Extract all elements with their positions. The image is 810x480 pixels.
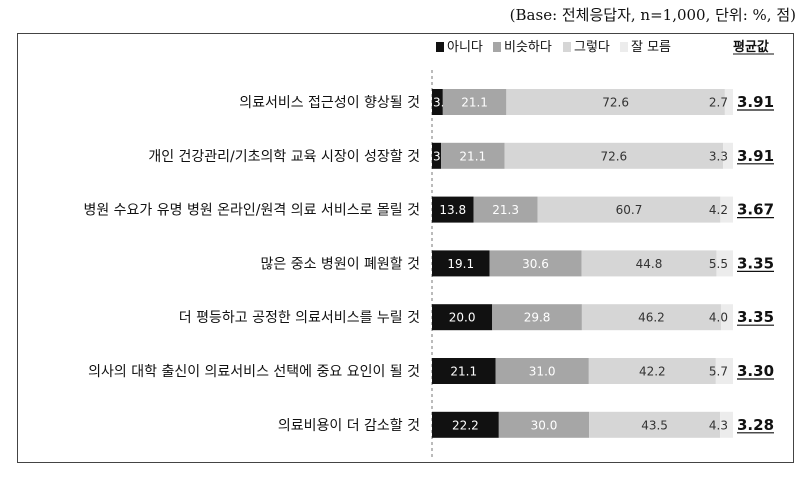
value-label: 43.5: [641, 418, 668, 432]
bar-segment: [724, 89, 733, 115]
bar-segment: [537, 196, 721, 223]
value-label: 31.0: [529, 365, 556, 379]
bar-segment: [720, 196, 733, 223]
legend-swatch: [493, 42, 501, 52]
bar-segment: [432, 142, 442, 169]
value-label: 4.3: [709, 418, 728, 432]
category-label: 의사의 대학 출신이 의료서비스 선택에 중요 요인이 될 것: [88, 364, 420, 380]
category-label: 병원 수요가 유명 병원 온라인/원격 의료 서비스로 몰릴 것: [83, 203, 420, 219]
average-value: 3.91: [737, 93, 774, 111]
average-value: 3.67: [737, 201, 774, 219]
value-label: 72.6: [602, 96, 629, 110]
bar-segment: [589, 411, 721, 438]
value-label: 19.1: [447, 257, 474, 271]
category-label: 개인 건강관리/기초의학 교육 시장이 성장할 것: [148, 149, 420, 165]
value-label: 21.3: [492, 203, 519, 217]
legend-average-label: 평균값: [733, 39, 769, 55]
value-label: 4.0: [709, 311, 728, 325]
average-value: 3.28: [737, 416, 774, 434]
bar-segment: [716, 250, 733, 277]
legend-label: 그렇다: [574, 40, 610, 55]
bar-segment: [432, 358, 496, 384]
average-value: 3.30: [737, 362, 774, 380]
average-value: 3.35: [737, 254, 774, 272]
bar-segment: [723, 142, 733, 169]
bar-segment: [432, 304, 493, 331]
value-label: 30.0: [531, 418, 558, 432]
bar-segment: [442, 89, 507, 115]
legend-swatch: [563, 42, 571, 52]
bar-segment: [495, 358, 589, 384]
value-label: 60.7: [616, 203, 643, 217]
legend-swatch: [436, 42, 444, 52]
category-label: 의료서비스 접근성이 향상될 것: [239, 95, 420, 111]
value-label: 30.6: [522, 257, 549, 271]
value-label: 22.2: [452, 418, 479, 432]
value-label: 21.1: [461, 96, 488, 110]
legend-swatch: [620, 42, 628, 52]
bar-segment: [432, 411, 499, 438]
bar-segment: [498, 411, 590, 438]
value-label: 20.0: [449, 311, 476, 325]
value-label: 29.8: [524, 311, 551, 325]
bar-segment: [588, 358, 716, 384]
bar-segment: [504, 142, 724, 169]
value-label: 13.8: [439, 203, 466, 217]
value-label: 42.2: [639, 365, 666, 379]
average-value: 3.91: [737, 147, 774, 165]
bar-segment: [715, 358, 733, 384]
bar-segment: [720, 304, 733, 331]
bar-segment: [489, 250, 582, 277]
value-label: 3.3: [709, 149, 728, 163]
bar-segment: [432, 250, 490, 277]
bar-segment: [720, 411, 733, 438]
bar-segment: [581, 304, 721, 331]
chart-frame: [17, 33, 794, 463]
bar-segment: [492, 304, 582, 331]
legend-label: 비슷하다: [504, 40, 552, 55]
legend-label: 아니다: [447, 40, 483, 55]
bar-segment: [473, 196, 538, 223]
bar-segment: [432, 89, 443, 115]
value-label: 4.2: [709, 203, 728, 217]
value-label: 72.6: [600, 149, 627, 163]
value-label: 2.7: [709, 96, 728, 110]
bar-segment: [506, 89, 725, 115]
base-note: (Base: 전체응답자, n=1,000, 단위: %, 점): [509, 6, 796, 24]
value-label: 44.8: [636, 257, 663, 271]
value-label: 5.7: [709, 365, 728, 379]
category-label: 많은 중소 병원이 폐원할 것: [261, 256, 420, 272]
value-label: 21.1: [459, 149, 486, 163]
category-label: 더 평등하고 공정한 의료서비스를 누릴 것: [179, 310, 420, 326]
value-label: 5.5: [709, 257, 728, 271]
legend: 아니다 비슷하다 그렇다 잘 모름 평균값: [436, 39, 774, 55]
value-label: 46.2: [638, 311, 665, 325]
average-value: 3.35: [737, 308, 774, 326]
category-label: 의료비용이 더 감소할 것: [278, 418, 420, 434]
bar-segment: [432, 196, 474, 223]
bar-segment: [441, 142, 505, 169]
bar-segment: [581, 250, 717, 277]
value-label: 21.1: [450, 365, 477, 379]
legend-label: 잘 모름: [631, 40, 671, 55]
